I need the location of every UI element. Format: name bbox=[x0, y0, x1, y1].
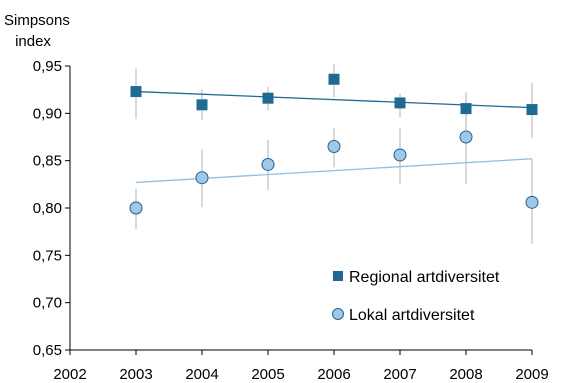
y-axis-label: Simpsons index bbox=[4, 12, 70, 50]
data-point-regional bbox=[328, 73, 340, 85]
x-tick-label: 2006 bbox=[317, 366, 350, 383]
y-tick-label: 0,75 bbox=[33, 247, 62, 264]
data-point-lokal bbox=[195, 171, 209, 185]
data-point-lokal bbox=[129, 201, 143, 215]
data-point-regional bbox=[394, 97, 406, 109]
x-tick-label: 2002 bbox=[53, 366, 86, 383]
legend-label-lokal: Lokal artdiversitet bbox=[349, 307, 475, 324]
data-point-lokal bbox=[459, 130, 473, 144]
x-tick-label: 2003 bbox=[119, 366, 152, 383]
y-tick-label: 0,90 bbox=[33, 105, 62, 122]
legend-marker-regional bbox=[333, 271, 343, 281]
y-tick-label: 0,85 bbox=[33, 153, 62, 170]
legend-label-regional: Regional artdiversitet bbox=[349, 269, 500, 286]
x-tick-label: 2005 bbox=[251, 366, 284, 383]
data-point-lokal bbox=[261, 157, 275, 171]
data-point-lokal bbox=[393, 148, 407, 162]
x-tick-label: 2008 bbox=[449, 366, 482, 383]
y-tick-label: 0,70 bbox=[33, 295, 62, 312]
data-point-regional bbox=[130, 86, 142, 98]
data-point-regional bbox=[526, 104, 538, 116]
data-point-lokal bbox=[327, 139, 341, 153]
x-tick-label: 2007 bbox=[383, 366, 416, 383]
y-tick-label: 0,95 bbox=[33, 58, 62, 75]
data-point-regional bbox=[196, 99, 208, 111]
y-tick-label: 0,80 bbox=[33, 200, 62, 217]
data-point-regional bbox=[262, 92, 274, 104]
x-tick-label: 2004 bbox=[185, 366, 218, 383]
data-point-regional bbox=[460, 103, 472, 115]
legend-marker-lokal bbox=[332, 308, 344, 320]
x-tick-label: 2009 bbox=[515, 366, 548, 383]
y-tick-label: 0,65 bbox=[33, 342, 62, 359]
data-point-lokal bbox=[525, 195, 539, 209]
